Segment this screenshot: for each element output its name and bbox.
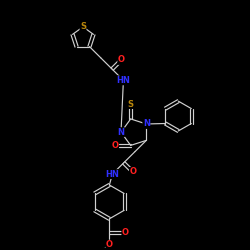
Text: N: N [143, 120, 150, 128]
Text: N: N [118, 128, 124, 137]
Text: O: O [106, 240, 113, 249]
Text: HN: HN [116, 76, 130, 85]
Text: O: O [122, 228, 129, 237]
Text: HN: HN [106, 170, 119, 178]
Text: O: O [111, 141, 118, 150]
Text: O: O [130, 168, 136, 176]
Text: O: O [118, 56, 125, 64]
Text: S: S [128, 100, 134, 108]
Text: S: S [80, 22, 86, 31]
